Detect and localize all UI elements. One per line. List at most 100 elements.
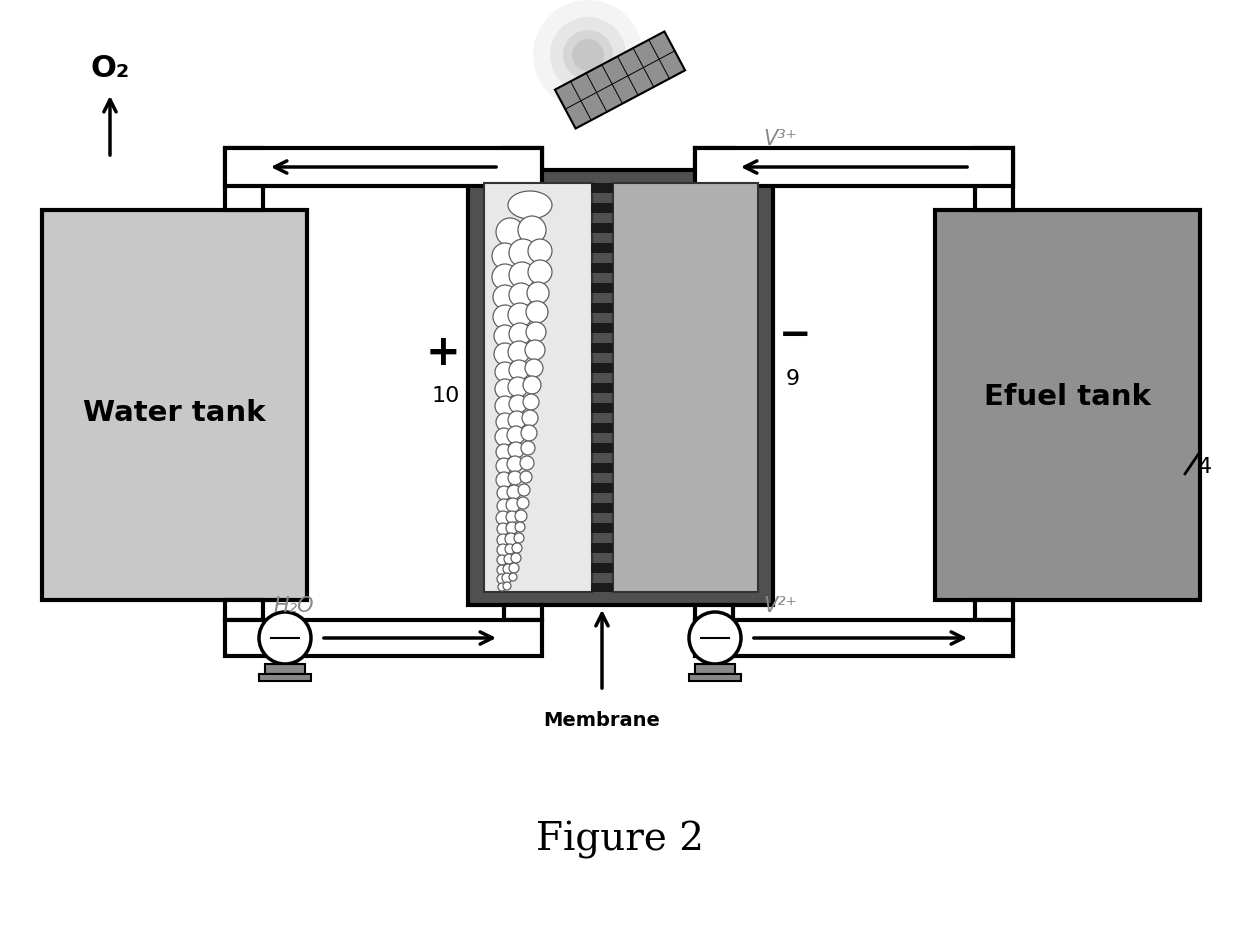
Text: Membrane: Membrane xyxy=(543,711,661,730)
Ellipse shape xyxy=(495,379,515,399)
Bar xyxy=(591,303,613,313)
Ellipse shape xyxy=(518,216,546,244)
Bar xyxy=(503,148,542,170)
Ellipse shape xyxy=(515,510,527,522)
Ellipse shape xyxy=(496,472,512,488)
Ellipse shape xyxy=(512,543,522,553)
Ellipse shape xyxy=(496,413,515,431)
Ellipse shape xyxy=(508,341,529,363)
Bar xyxy=(259,674,311,681)
Bar xyxy=(591,323,613,333)
Ellipse shape xyxy=(497,499,511,513)
Bar xyxy=(591,583,613,592)
Bar xyxy=(484,183,591,592)
Ellipse shape xyxy=(526,301,548,323)
Ellipse shape xyxy=(503,564,513,574)
Ellipse shape xyxy=(505,544,515,554)
Ellipse shape xyxy=(496,511,510,525)
Bar xyxy=(694,148,733,170)
Bar xyxy=(42,210,308,600)
Ellipse shape xyxy=(507,485,521,499)
Ellipse shape xyxy=(507,426,525,444)
Ellipse shape xyxy=(508,563,520,573)
Ellipse shape xyxy=(495,362,515,382)
Ellipse shape xyxy=(521,441,534,455)
Ellipse shape xyxy=(494,305,517,329)
Ellipse shape xyxy=(497,534,508,546)
Ellipse shape xyxy=(494,285,517,309)
Ellipse shape xyxy=(497,574,507,584)
Bar xyxy=(935,210,1200,600)
Ellipse shape xyxy=(528,260,552,284)
Bar xyxy=(613,183,758,592)
Bar xyxy=(591,203,613,213)
Ellipse shape xyxy=(502,573,512,583)
Ellipse shape xyxy=(508,377,528,397)
Bar xyxy=(224,620,542,656)
Text: Water tank: Water tank xyxy=(83,399,265,427)
Ellipse shape xyxy=(508,283,533,307)
Ellipse shape xyxy=(497,555,507,565)
Ellipse shape xyxy=(520,471,532,483)
Ellipse shape xyxy=(492,264,518,290)
Bar xyxy=(591,383,613,393)
Bar xyxy=(591,563,613,573)
Bar xyxy=(591,263,613,273)
Ellipse shape xyxy=(508,323,531,345)
Bar xyxy=(591,343,613,353)
Ellipse shape xyxy=(508,442,525,458)
Ellipse shape xyxy=(494,325,516,347)
Ellipse shape xyxy=(523,394,539,410)
Bar xyxy=(467,170,773,605)
Ellipse shape xyxy=(508,239,537,267)
Bar xyxy=(591,463,613,473)
Ellipse shape xyxy=(508,573,517,581)
Bar xyxy=(591,183,613,193)
Bar xyxy=(689,674,742,681)
Text: O₂: O₂ xyxy=(91,54,130,83)
Ellipse shape xyxy=(496,458,512,474)
Bar xyxy=(694,620,1013,656)
Ellipse shape xyxy=(497,544,508,556)
Bar xyxy=(591,403,613,413)
Circle shape xyxy=(533,0,644,110)
Bar xyxy=(591,223,613,233)
Circle shape xyxy=(572,39,604,71)
Ellipse shape xyxy=(526,322,546,342)
Bar xyxy=(591,483,613,493)
Ellipse shape xyxy=(525,340,546,360)
Ellipse shape xyxy=(522,410,538,426)
Text: Figure 2: Figure 2 xyxy=(536,821,704,859)
Ellipse shape xyxy=(511,553,521,563)
Ellipse shape xyxy=(497,486,511,500)
Circle shape xyxy=(551,17,626,93)
Ellipse shape xyxy=(495,396,515,416)
Bar xyxy=(591,363,613,373)
Ellipse shape xyxy=(508,395,527,413)
Ellipse shape xyxy=(517,497,529,509)
Ellipse shape xyxy=(505,533,517,545)
Circle shape xyxy=(563,30,613,80)
Ellipse shape xyxy=(523,376,541,394)
Ellipse shape xyxy=(496,218,525,246)
Ellipse shape xyxy=(507,456,523,472)
Ellipse shape xyxy=(508,471,522,485)
Ellipse shape xyxy=(495,428,513,446)
Text: H₂O: H₂O xyxy=(273,596,314,616)
Text: +: + xyxy=(425,332,460,374)
Bar xyxy=(591,283,613,293)
Ellipse shape xyxy=(515,522,525,532)
Bar xyxy=(591,503,613,513)
Circle shape xyxy=(689,612,742,664)
Text: −: − xyxy=(779,316,811,354)
Bar xyxy=(975,148,1013,210)
Ellipse shape xyxy=(497,565,507,575)
Ellipse shape xyxy=(497,523,508,535)
Text: 9: 9 xyxy=(786,369,800,389)
Ellipse shape xyxy=(503,582,511,590)
Ellipse shape xyxy=(508,262,534,288)
Text: Efuel tank: Efuel tank xyxy=(985,383,1151,411)
Bar xyxy=(591,543,613,553)
Bar xyxy=(591,443,613,453)
Polygon shape xyxy=(556,32,684,129)
